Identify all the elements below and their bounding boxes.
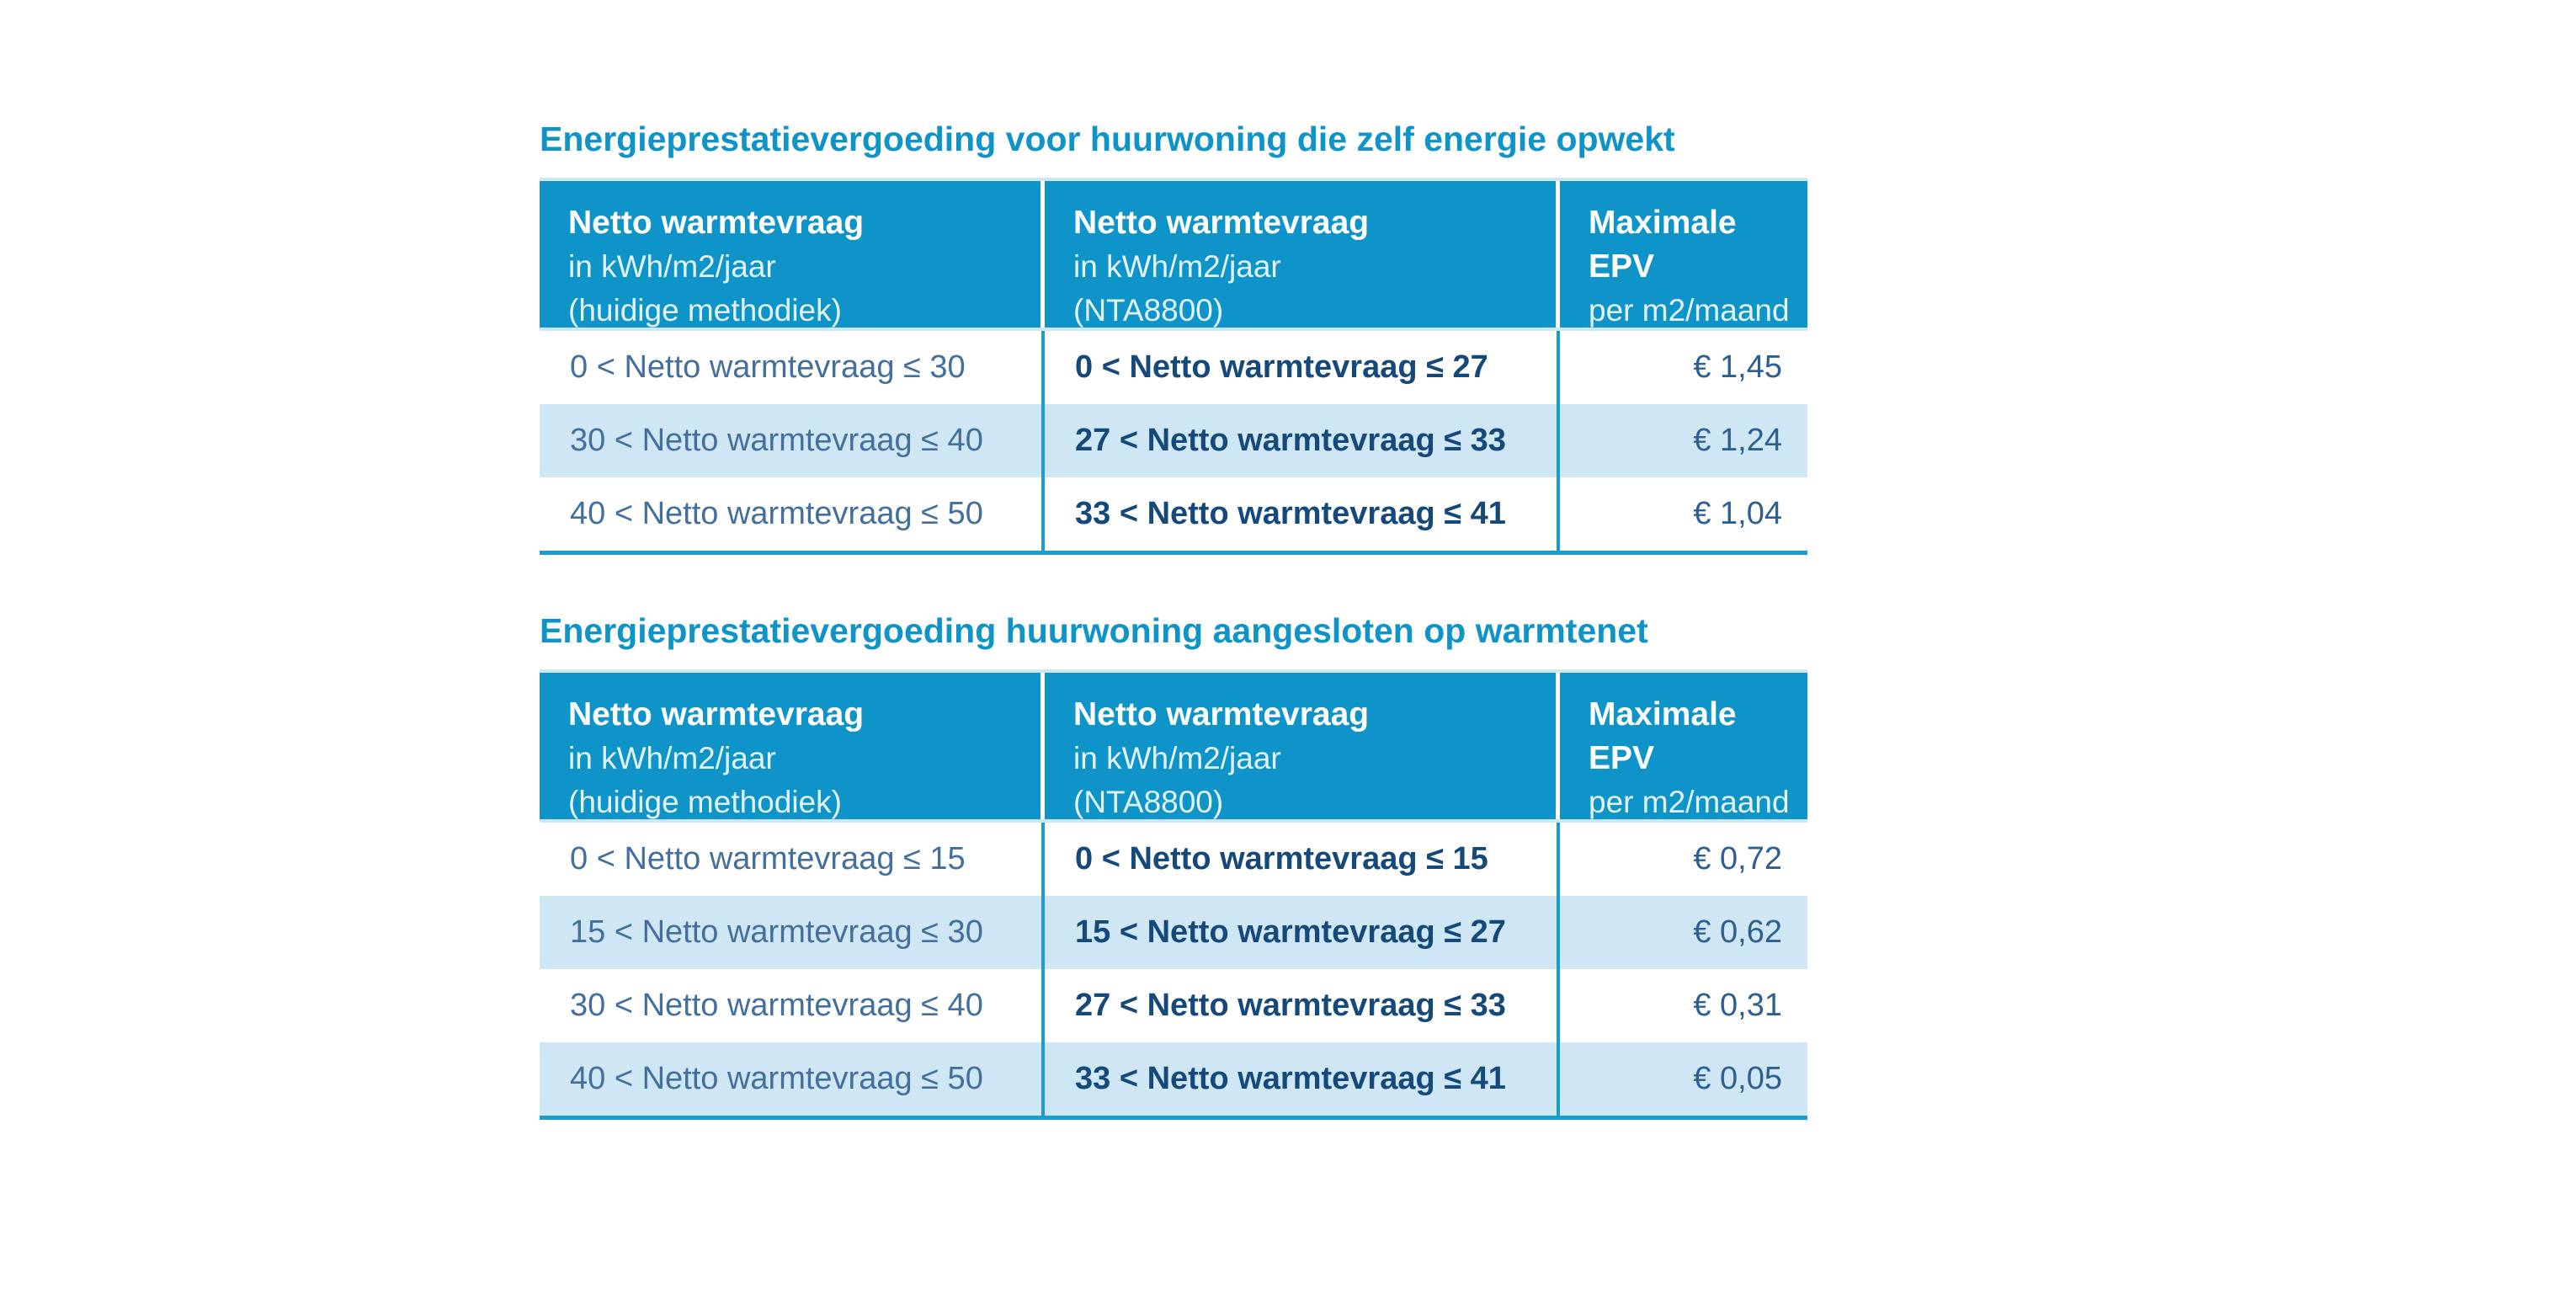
- header-line: (huidige methodiek): [568, 785, 842, 819]
- cell-nta8800: 0 < Netto warmtevraag ≤ 27: [1045, 331, 1560, 404]
- cell-epv: € 1,45: [1693, 349, 1782, 385]
- table2-header-max-epv: Maximale EPV per m2/maand: [1560, 673, 1807, 819]
- cell-current-method: 30 < Netto warmtevraag ≤ 40: [540, 404, 1045, 477]
- header-line: Netto warmtevraag: [568, 205, 865, 241]
- table1-title: Energieprestatievergoeding voor huurwoni…: [540, 120, 1675, 158]
- table-row: 40 < Netto warmtevraag ≤ 50 33 < Netto w…: [540, 1042, 1807, 1116]
- header-line: Netto warmtevraag: [568, 696, 865, 733]
- table-row: 0 < Netto warmtevraag ≤ 30 0 < Netto war…: [540, 331, 1807, 404]
- table1-header-row: Netto warmtevraag in kWh/m2/jaar (huidig…: [540, 178, 1807, 331]
- epv-table-self-generating: Netto warmtevraag in kWh/m2/jaar (huidig…: [540, 178, 1807, 555]
- cell-epv: € 0,31: [1693, 988, 1782, 1023]
- cell-current-method: 30 < Netto warmtevraag ≤ 40: [540, 969, 1045, 1042]
- cell-nta8800: 27 < Netto warmtevraag ≤ 33: [1045, 969, 1560, 1042]
- cell-epv: € 1,24: [1693, 423, 1782, 458]
- epv-table-heat-network: Netto warmtevraag in kWh/m2/jaar (huidig…: [540, 669, 1807, 1120]
- table2-header-current-method: Netto warmtevraag in kWh/m2/jaar (huidig…: [540, 673, 1045, 819]
- table-row: 15 < Netto warmtevraag ≤ 30 15 < Netto w…: [540, 896, 1807, 969]
- header-line: in kWh/m2/jaar: [568, 249, 776, 284]
- document-content: Energieprestatievergoeding voor huurwoni…: [540, 119, 1807, 1120]
- cell-current-method: 40 < Netto warmtevraag ≤ 50: [540, 1042, 1045, 1116]
- table1-header-nta8800: Netto warmtevraag in kWh/m2/jaar (NTA880…: [1045, 181, 1560, 328]
- cell-nta8800: 33 < Netto warmtevraag ≤ 41: [1045, 1042, 1560, 1116]
- header-line: (NTA8800): [1073, 785, 1224, 819]
- cell-current-method: 15 < Netto warmtevraag ≤ 30: [540, 896, 1045, 969]
- table2-header-nta8800: Netto warmtevraag in kWh/m2/jaar (NTA880…: [1045, 673, 1560, 819]
- header-line: Maximale EPV: [1589, 205, 1737, 285]
- header-line: in kWh/m2/jaar: [1073, 249, 1281, 284]
- table1-header-current-method: Netto warmtevraag in kWh/m2/jaar (huidig…: [540, 181, 1045, 328]
- header-line: (huidige methodiek): [568, 293, 842, 328]
- table2-header-row: Netto warmtevraag in kWh/m2/jaar (huidig…: [540, 669, 1807, 823]
- header-line: Netto warmtevraag: [1073, 205, 1370, 241]
- header-line: (NTA8800): [1073, 293, 1224, 328]
- table-row: 0 < Netto warmtevraag ≤ 15 0 < Netto war…: [540, 823, 1807, 896]
- cell-current-method: 40 < Netto warmtevraag ≤ 50: [540, 477, 1045, 551]
- cell-nta8800: 27 < Netto warmtevraag ≤ 33: [1045, 404, 1560, 477]
- header-line: Netto warmtevraag: [1073, 696, 1370, 733]
- header-line: per m2/maand: [1589, 785, 1790, 819]
- cell-epv: € 0,72: [1693, 841, 1782, 876]
- table-row: 30 < Netto warmtevraag ≤ 40 27 < Netto w…: [540, 969, 1807, 1042]
- header-line: Maximale EPV: [1589, 696, 1737, 776]
- table2-title: Energieprestatievergoeding huurwoning aa…: [540, 611, 1648, 650]
- header-line: in kWh/m2/jaar: [1073, 741, 1281, 775]
- table-row: 30 < Netto warmtevraag ≤ 40 27 < Netto w…: [540, 404, 1807, 477]
- table1-body: 0 < Netto warmtevraag ≤ 30 0 < Netto war…: [540, 331, 1807, 555]
- table1-header-max-epv: Maximale EPV per m2/maand: [1560, 181, 1807, 328]
- cell-nta8800: 33 < Netto warmtevraag ≤ 41: [1045, 477, 1560, 551]
- table2-body: 0 < Netto warmtevraag ≤ 15 0 < Netto war…: [540, 823, 1807, 1120]
- cell-nta8800: 15 < Netto warmtevraag ≤ 27: [1045, 896, 1560, 969]
- cell-epv: € 0,62: [1693, 914, 1782, 950]
- cell-epv: € 0,05: [1693, 1061, 1782, 1096]
- cell-current-method: 0 < Netto warmtevraag ≤ 15: [540, 823, 1045, 896]
- header-line: per m2/maand: [1589, 293, 1790, 328]
- header-line: in kWh/m2/jaar: [568, 741, 776, 775]
- cell-current-method: 0 < Netto warmtevraag ≤ 30: [540, 331, 1045, 404]
- table-row: 40 < Netto warmtevraag ≤ 50 33 < Netto w…: [540, 477, 1807, 551]
- cell-nta8800: 0 < Netto warmtevraag ≤ 15: [1045, 823, 1560, 896]
- cell-epv: € 1,04: [1693, 496, 1782, 531]
